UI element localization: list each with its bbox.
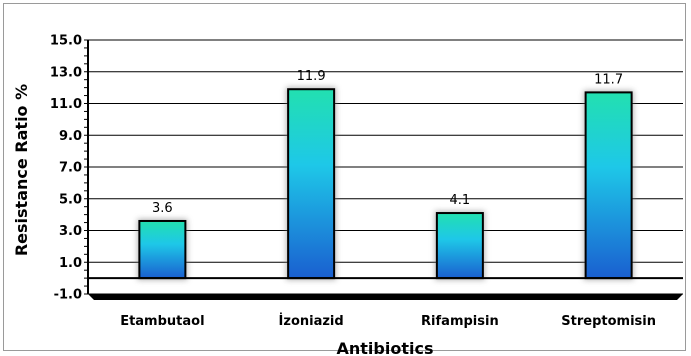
y-tick-label: 3.0 (59, 224, 82, 239)
y-tick-label: 7.0 (59, 161, 82, 176)
data-label: 11.7 (594, 72, 623, 87)
data-label: 4.1 (450, 193, 471, 208)
y-tick-label: -1.0 (54, 288, 82, 303)
bar-i̇zoniazid (287, 88, 336, 280)
y-tick-label: 5.0 (59, 192, 82, 207)
y-tick-label: 9.0 (59, 129, 82, 144)
data-label: 3.6 (152, 201, 173, 216)
x-axis-title: Antibiotics (337, 339, 434, 356)
bar-streptomisin (584, 91, 633, 280)
labels: 15.0 13.0 11.0 9.0 7.0 5.0 3.0 1.0 -1.0 3.6 Etambu… (50, 34, 656, 330)
y-tick-label: 11.0 (50, 97, 82, 112)
chart-frame (3, 3, 686, 351)
data-label: 11.9 (297, 69, 326, 84)
bar-etambutaol (138, 219, 187, 280)
x-tick-label: Streptomisin (561, 314, 656, 329)
bar-rifampisin (435, 212, 484, 280)
x-tick-label: Etambutaol (120, 314, 204, 329)
x-tick-label: Rifampisin (421, 314, 499, 329)
axes (84, 39, 683, 300)
y-tick-label: 1.0 (59, 256, 82, 271)
chart-floor (88, 294, 683, 300)
y-tick-label: 13.0 (50, 65, 82, 80)
y-axis-title: Resistance Ratio % (12, 84, 31, 256)
bars (137, 87, 634, 281)
y-tick-label: 15.0 (50, 34, 82, 49)
x-tick-label: İzoniazid (279, 313, 344, 329)
